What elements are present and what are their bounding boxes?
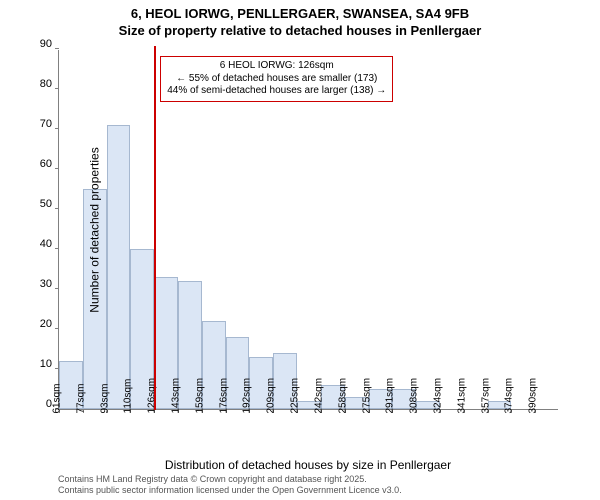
y-tick-mark [55, 128, 59, 129]
x-axis-label: Distribution of detached houses by size … [165, 458, 451, 472]
plot-region: 61sqm77sqm93sqm110sqm126sqm143sqm159sqm1… [58, 50, 558, 410]
y-tick-mark [55, 288, 59, 289]
attribution-footer: Contains HM Land Registry data © Crown c… [58, 474, 402, 497]
title-line-1: 6, HEOL IORWG, PENLLERGAER, SWANSEA, SA4… [0, 6, 600, 23]
y-tick-mark [55, 248, 59, 249]
annotation-line-1: 6 HEOL IORWG: 126sqm [167, 60, 386, 73]
y-tick-label: 20 [22, 318, 52, 330]
y-axis-label: Number of detached properties [88, 147, 102, 312]
chart-title-block: 6, HEOL IORWG, PENLLERGAER, SWANSEA, SA4… [0, 0, 600, 40]
annotation-box: 6 HEOL IORWG: 126sqm← 55% of detached ho… [160, 56, 393, 102]
footer-line-1: Contains HM Land Registry data © Crown c… [58, 474, 402, 485]
y-tick-label: 60 [22, 158, 52, 170]
title-line-2: Size of property relative to detached ho… [0, 23, 600, 40]
y-tick-label: 0 [22, 398, 52, 410]
annotation-line-3: 44% of semi-detached houses are larger (… [167, 85, 386, 98]
y-tick-mark [55, 88, 59, 89]
y-tick-mark [55, 48, 59, 49]
y-tick-label: 90 [22, 38, 52, 50]
y-tick-label: 10 [22, 358, 52, 370]
histogram-bar [107, 125, 131, 409]
annotation-line-2: ← 55% of detached houses are smaller (17… [167, 73, 386, 86]
y-tick-mark [55, 328, 59, 329]
footer-line-2: Contains public sector information licen… [58, 485, 402, 496]
y-tick-label: 50 [22, 198, 52, 210]
y-tick-mark [55, 168, 59, 169]
chart-area: 61sqm77sqm93sqm110sqm126sqm143sqm159sqm1… [58, 50, 558, 410]
y-tick-label: 70 [22, 118, 52, 130]
y-tick-label: 80 [22, 78, 52, 90]
y-tick-label: 40 [22, 238, 52, 250]
marker-line [154, 46, 156, 410]
y-tick-label: 30 [22, 278, 52, 290]
y-tick-mark [55, 208, 59, 209]
